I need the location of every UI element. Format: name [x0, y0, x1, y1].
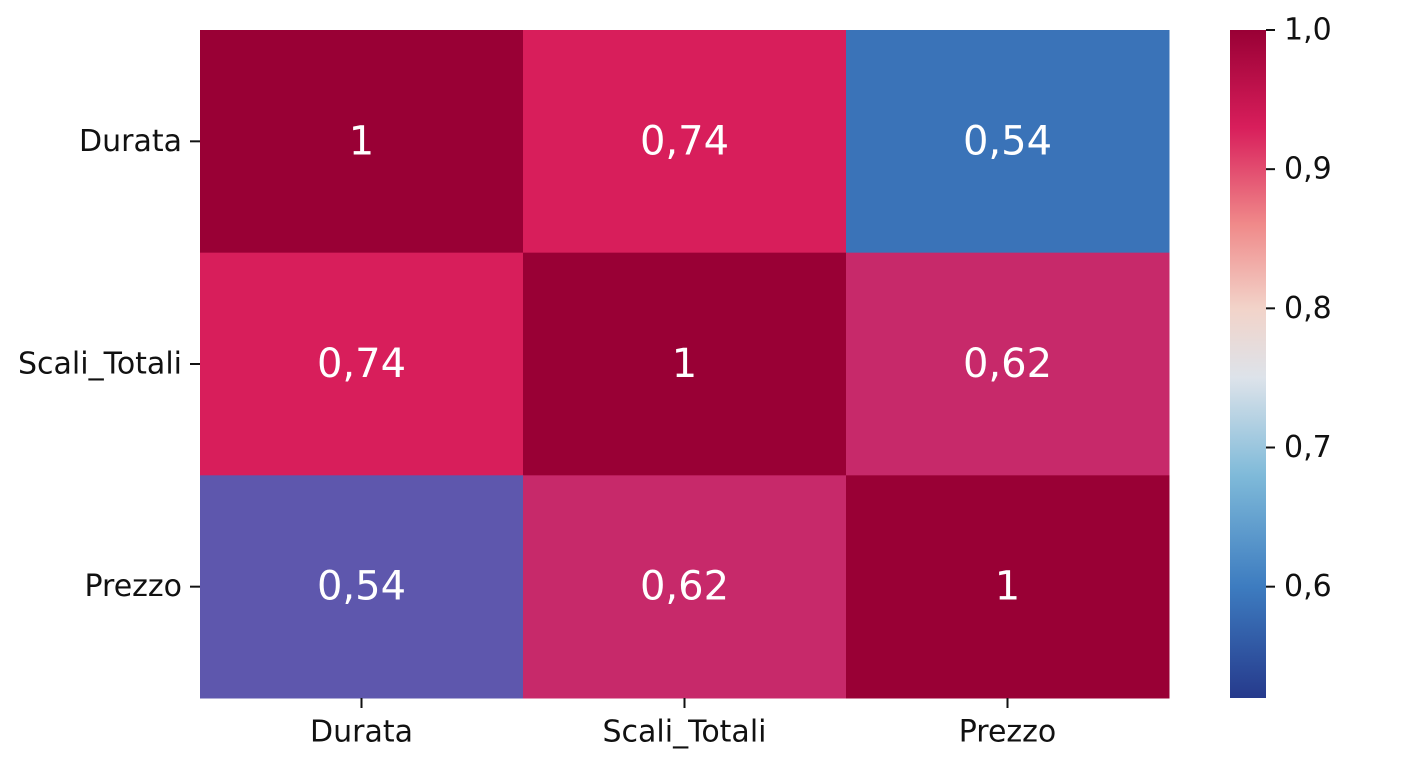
heatmap-cell-1-2: [846, 252, 1170, 476]
heatmap-cell-2-1: [523, 475, 847, 699]
y-tick-label-1: Scali_Totali: [18, 347, 182, 382]
y-tick-label-2: Prezzo: [84, 569, 182, 604]
heatmap-cell-0-2: [846, 30, 1170, 254]
heatmap-cells: [200, 30, 1170, 699]
x-tick-label-0: Durata: [310, 715, 413, 750]
heatmap-cell-0-1: [523, 30, 847, 254]
colorbar-tick-label-0: 1,0: [1284, 13, 1332, 48]
heatmap-cell-1-1: [523, 252, 847, 476]
heatmap-cell-label-0-0: 1: [349, 118, 374, 164]
heatmap-cell-label-0-1: 0,74: [640, 118, 729, 164]
heatmap-cell-label-2-0: 0,54: [317, 564, 406, 610]
heatmap-cell-label-1-2: 0,62: [963, 341, 1052, 387]
heatmap-cell-label-2-2: 1: [995, 564, 1020, 610]
x-tick-label-1: Scali_Totali: [603, 715, 767, 750]
colorbar-tick-label-2: 0,8: [1284, 291, 1332, 326]
heatmap-cell-labels: 1 0,74 0,54 0,74 1 0,62 0,54 0,62 1: [317, 118, 1052, 609]
heatmap-cell-2-0: [200, 475, 524, 699]
heatmap-cell-label-2-1: 0,62: [640, 564, 729, 610]
heatmap-cell-1-0: [200, 252, 524, 476]
heatmap-cell-label-1-1: 1: [672, 341, 697, 387]
colorbar-gradient: [1230, 30, 1266, 698]
y-tick-label-0: Durata: [79, 124, 182, 159]
heatmap-cell-0-0: [200, 30, 524, 254]
x-tick-label-2: Prezzo: [959, 715, 1057, 750]
heatmap-cell-label-0-2: 0,54: [963, 118, 1052, 164]
x-axis: Durata Scali_Totali Prezzo: [310, 698, 1056, 750]
heatmap-cell-2-2: [846, 475, 1170, 699]
y-axis: Durata Scali_Totali Prezzo: [18, 124, 200, 604]
heatmap-cell-label-1-0: 0,74: [317, 341, 406, 387]
colorbar: 1,0 0,9 0,8 0,7 0,6: [1230, 13, 1332, 698]
colorbar-tick-label-3: 0,7: [1284, 430, 1332, 465]
colorbar-tick-label-4: 0,6: [1284, 569, 1332, 604]
colorbar-tick-label-1: 0,9: [1284, 152, 1332, 187]
